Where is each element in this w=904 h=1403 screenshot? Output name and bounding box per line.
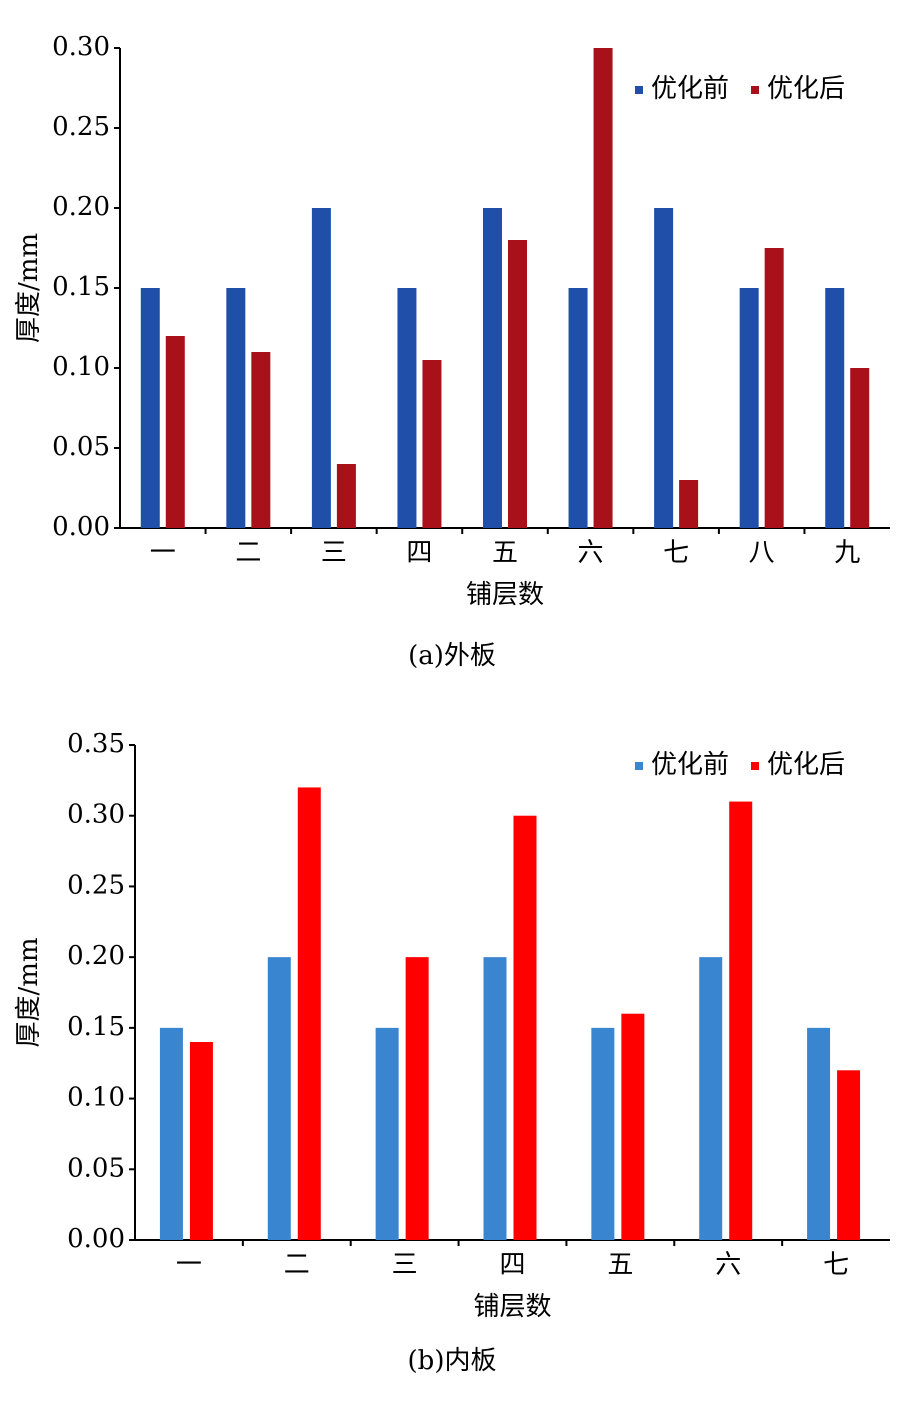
legend-label: 优化后 [767, 750, 845, 780]
bar [513, 815, 537, 1240]
bar [251, 352, 271, 528]
bar [699, 957, 723, 1240]
x-tick-label: 五 [492, 538, 518, 568]
bar [621, 1013, 645, 1240]
x-tick-label: 一 [176, 1250, 202, 1280]
bar [311, 208, 331, 528]
bar [140, 288, 160, 528]
bar [159, 1027, 183, 1240]
bar [226, 288, 246, 528]
bar [593, 48, 613, 528]
x-tick-label: 四 [499, 1250, 525, 1280]
bar [508, 240, 527, 528]
legend-swatch [751, 86, 760, 94]
bar [591, 1027, 615, 1240]
bar [297, 787, 321, 1240]
bar [825, 288, 845, 528]
bar [739, 288, 759, 528]
y-tick-label: 0.15 [52, 272, 110, 302]
y-tick-label: 0.30 [52, 32, 110, 62]
legend-swatch [635, 762, 643, 770]
y-tick-label: 0.25 [52, 112, 110, 142]
y-tick-label: 0.35 [67, 729, 125, 759]
bar [654, 208, 674, 528]
legend-swatch [751, 762, 760, 770]
x-tick-label: 三 [392, 1250, 418, 1280]
bar [267, 957, 291, 1240]
legend-swatch [635, 86, 643, 94]
bar [405, 957, 429, 1240]
y-tick-label: 0.00 [52, 512, 110, 542]
bar [422, 360, 442, 528]
x-axis-title: 铺层数 [466, 580, 544, 610]
caption: (b)内板 [408, 1346, 497, 1376]
x-tick-label: 二 [284, 1250, 310, 1280]
x-tick-label: 一 [150, 538, 176, 568]
x-tick-label: 二 [235, 538, 261, 568]
bar [764, 248, 784, 528]
x-tick-label: 四 [406, 538, 432, 568]
y-axis-title: 厚度/mm [14, 233, 44, 343]
legend-label: 优化前 [651, 74, 729, 104]
x-tick-label: 七 [823, 1250, 849, 1280]
x-tick-label: 九 [834, 538, 860, 568]
bar [165, 336, 185, 528]
y-tick-label: 0.20 [67, 941, 125, 971]
bar [483, 957, 507, 1240]
y-tick-label: 0.30 [67, 800, 125, 830]
legend-label: 优化后 [767, 74, 845, 104]
y-tick-label: 0.20 [52, 192, 110, 222]
x-tick-label: 五 [607, 1250, 633, 1280]
y-tick-label: 0.10 [67, 1083, 125, 1113]
x-tick-label: 六 [578, 538, 604, 568]
bar [336, 464, 356, 528]
bar [729, 801, 753, 1240]
x-tick-label: 六 [715, 1250, 741, 1280]
bar [679, 480, 699, 528]
x-tick-label: 八 [749, 538, 775, 568]
legend-label: 优化前 [651, 750, 729, 780]
bar [850, 368, 870, 528]
bar [807, 1027, 831, 1240]
y-tick-label: 0.00 [67, 1224, 125, 1254]
bar [483, 208, 502, 528]
bar [568, 288, 588, 528]
caption: (a)外板 [408, 641, 496, 671]
x-tick-label: 七 [663, 538, 689, 568]
x-tick-label: 三 [321, 538, 347, 568]
y-axis-title: 厚度/mm [14, 937, 44, 1047]
y-tick-label: 0.05 [67, 1153, 125, 1183]
bar [837, 1070, 861, 1240]
bar [397, 288, 417, 528]
y-tick-label: 0.25 [67, 870, 125, 900]
y-tick-label: 0.05 [52, 432, 110, 462]
y-tick-label: 0.15 [67, 1012, 125, 1042]
x-axis-title: 铺层数 [473, 1292, 551, 1322]
y-tick-label: 0.10 [52, 352, 110, 382]
bar [189, 1042, 213, 1240]
bar [375, 1027, 399, 1240]
